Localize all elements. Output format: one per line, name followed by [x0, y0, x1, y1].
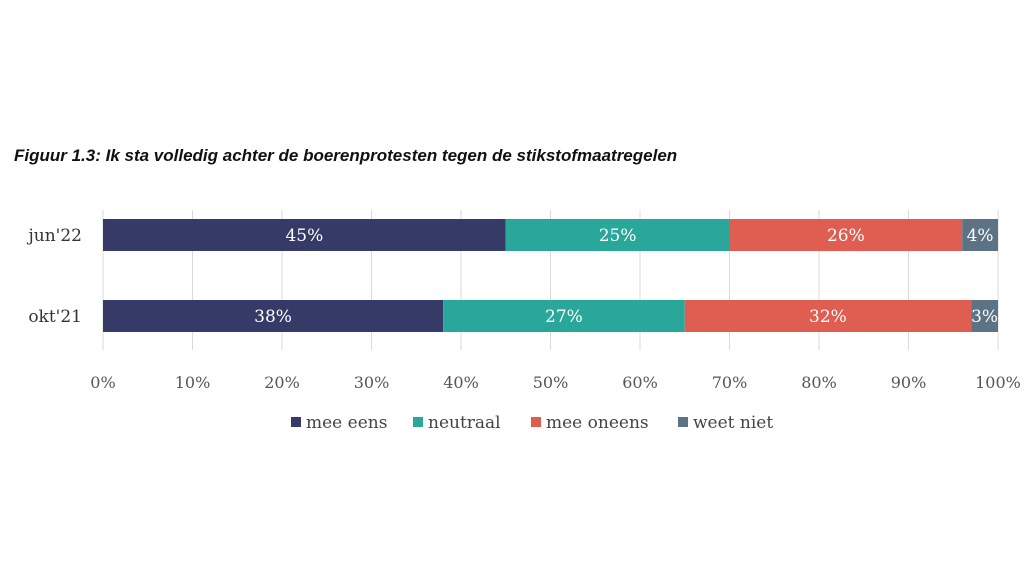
chart-title: Figuur 1.3: Ik sta volledig achter de bo… [14, 146, 678, 165]
legend-label: weet niet [693, 413, 773, 433]
category-label: jun'22 [27, 226, 82, 246]
x-tick-label: 20% [264, 373, 300, 392]
x-tick-label: 50% [533, 373, 569, 392]
bar-segment [103, 219, 506, 251]
x-tick-label: 30% [354, 373, 390, 392]
legend-swatch [291, 417, 301, 427]
bars [103, 219, 998, 332]
category-label: okt'21 [28, 307, 82, 327]
data-label: 32% [809, 307, 847, 327]
data-label: 4% [967, 226, 994, 246]
bar-segment [684, 300, 972, 332]
x-tick-label: 100% [975, 373, 1021, 392]
data-label: 27% [545, 307, 583, 327]
data-label: 45% [285, 226, 323, 246]
x-tick-label: 10% [175, 373, 211, 392]
bar-segment [971, 300, 998, 332]
legend-swatch [531, 417, 541, 427]
x-tick-label: 60% [622, 373, 658, 392]
legend: mee eens neutraal mee oneens weet niet [291, 413, 773, 433]
legend-label: mee oneens [546, 413, 649, 433]
data-label: 3% [971, 307, 998, 327]
bar-segment [505, 219, 730, 251]
data-label: 38% [254, 307, 292, 327]
bar-segment [103, 300, 444, 332]
bar-segment [962, 219, 998, 251]
x-tick-label: 40% [443, 373, 479, 392]
x-tick-label: 0% [90, 373, 115, 392]
labels: 0% 10% 20% 30% 40% 50% 60% 70% 80% 90% 100% jun'22 o… [27, 226, 1021, 392]
data-label: 25% [599, 226, 637, 246]
bar-segment [443, 300, 685, 332]
x-tick-label: 70% [712, 373, 748, 392]
bar-segment [729, 219, 963, 251]
x-tick-label: 90% [891, 373, 927, 392]
legend-swatch [678, 417, 688, 427]
legend-label: neutraal [428, 413, 501, 433]
x-tick-label: 80% [801, 373, 837, 392]
legend-swatch [413, 417, 423, 427]
data-label: 26% [827, 226, 865, 246]
legend-label: mee eens [306, 413, 387, 433]
